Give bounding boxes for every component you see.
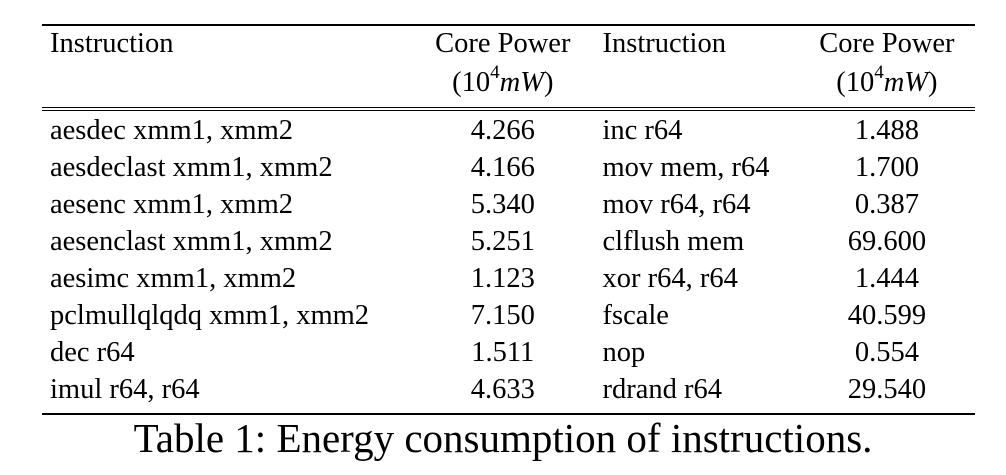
cell-instruction-right: rdrand r64 xyxy=(588,372,799,415)
cell-instruction-left: aesimc xmm1, xmm2 xyxy=(50,263,297,295)
cell-power-left: 5.251 xyxy=(470,226,535,258)
table-row: aesdec xmm1, xmm2 4.266 inc r64 1.488 xyxy=(42,109,975,150)
cell-power-left: 5.340 xyxy=(470,189,535,221)
header-blank-right xyxy=(588,62,799,111)
table-header: Instruction Core Power Instruction Core … xyxy=(42,24,975,111)
table-row: imul r64, r64 4.633 rdrand r64 29.540 xyxy=(42,372,975,415)
cell-instruction-right: fscale xyxy=(602,300,669,332)
header-instruction-left: Instruction xyxy=(42,24,418,62)
cell-power-left: 4.166 xyxy=(470,152,535,184)
energy-table-container: Instruction Core Power Instruction Core … xyxy=(42,24,975,415)
header-instruction-right: Instruction xyxy=(588,24,799,62)
cell-instruction-right: mov r64, r64 xyxy=(602,189,751,221)
header-row-2: (104mW) (104mW) xyxy=(42,62,975,111)
cell-instruction-left: imul r64, r64 xyxy=(42,372,418,415)
cell-power-right: 29.540 xyxy=(798,372,975,415)
cell-instruction-left: aesenc xmm1, xmm2 xyxy=(50,189,293,221)
cell-power-right: 1.444 xyxy=(854,263,919,295)
table-row: dec r64 1.511 nop 0.554 xyxy=(42,335,975,372)
cell-instruction-right: nop xyxy=(602,337,646,369)
table-row: aesenclast xmm1, xmm2 5.251 clflush mem … xyxy=(42,224,975,261)
cell-power-right: 1.700 xyxy=(854,152,919,184)
cell-instruction-right: xor r64, r64 xyxy=(602,263,738,295)
table-body: aesdec xmm1, xmm2 4.266 inc r64 1.488 ae… xyxy=(42,109,975,415)
table-row: aesdeclast xmm1, xmm2 4.166 mov mem, r64… xyxy=(42,150,975,187)
cell-instruction-right: mov mem, r64 xyxy=(602,152,770,184)
cell-power-left: 4.633 xyxy=(417,372,589,415)
header-unit-left: (104mW) xyxy=(417,62,589,111)
header-core-power-right: Core Power xyxy=(798,24,975,62)
header-core-power-left: Core Power xyxy=(417,24,589,62)
cell-instruction-left: pclmullqlqdq xmm1, xmm2 xyxy=(50,300,370,332)
cell-instruction-right: clflush mem xyxy=(602,226,745,258)
header-unit-right: (104mW) xyxy=(798,62,975,111)
cell-instruction-left: dec r64 xyxy=(50,337,135,369)
header-row-1: Instruction Core Power Instruction Core … xyxy=(42,24,975,62)
header-blank-left xyxy=(42,62,418,111)
table-caption: Table 1: Energy consumption of instructi… xyxy=(133,415,873,461)
cell-power-left: 4.266 xyxy=(470,115,535,147)
cell-power-left: 1.123 xyxy=(470,263,535,295)
table-row: pclmullqlqdq xmm1, xmm2 7.150 fscale 40.… xyxy=(42,298,975,335)
cell-power-right: 69.600 xyxy=(847,226,927,258)
cell-power-right: 0.554 xyxy=(854,337,919,369)
energy-consumption-table: Instruction Core Power Instruction Core … xyxy=(42,24,975,415)
cell-instruction-left: aesdeclast xmm1, xmm2 xyxy=(50,152,333,184)
unit-label-left: (104mW) xyxy=(452,62,554,98)
cell-instruction-right: inc r64 xyxy=(602,115,683,147)
cell-power-left: 1.511 xyxy=(471,337,535,369)
table-row: aesenc xmm1, xmm2 5.340 mov r64, r64 0.3… xyxy=(42,187,975,224)
cell-power-left: 7.150 xyxy=(470,300,535,332)
unit-label-right: (104mW) xyxy=(836,62,938,98)
table-row: aesimc xmm1, xmm2 1.123 xor r64, r64 1.4… xyxy=(42,261,975,298)
cell-instruction-left: aesdec xmm1, xmm2 xyxy=(50,115,293,147)
cell-power-right: 0.387 xyxy=(854,189,919,221)
cell-power-right: 1.488 xyxy=(854,115,919,147)
cell-power-right: 40.599 xyxy=(847,300,927,332)
cell-instruction-left: aesenclast xmm1, xmm2 xyxy=(50,226,333,258)
